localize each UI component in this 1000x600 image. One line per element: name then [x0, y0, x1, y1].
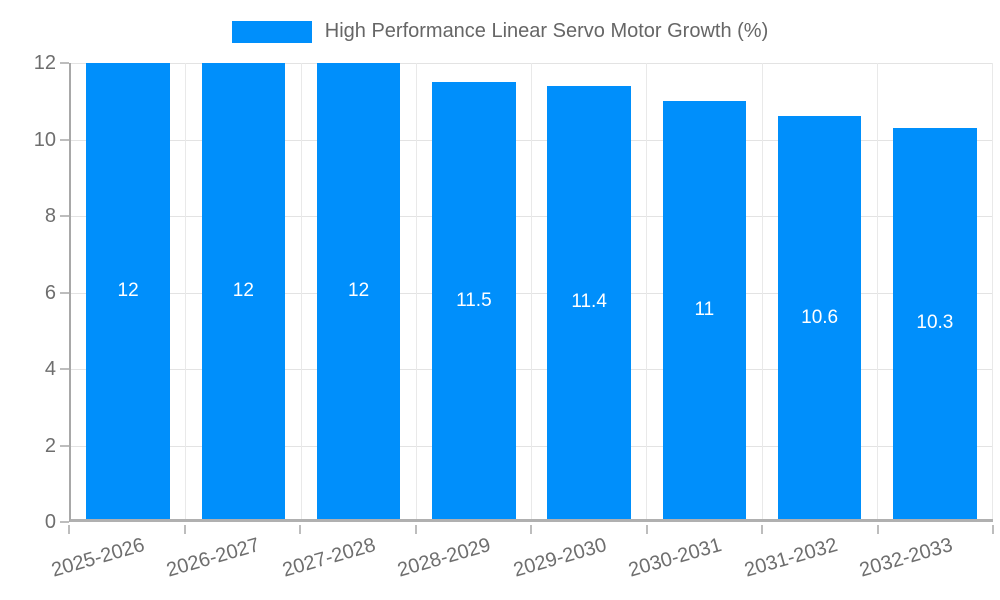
bar-slot: 10.6	[763, 63, 878, 519]
bar[interactable]: 10.6	[777, 116, 862, 519]
y-axis-tick-label: 4	[44, 358, 56, 380]
bar[interactable]: 10.3	[893, 127, 977, 519]
bar[interactable]: 12	[316, 63, 401, 519]
legend-swatch	[231, 20, 312, 43]
legend-label: High Performance Linear Servo Motor Grow…	[324, 20, 769, 42]
y-axis-tick-label: 6	[44, 281, 56, 304]
y-axis-tick-mark	[60, 444, 69, 447]
y-axis-tick-mark	[60, 62, 69, 64]
y-axis-tick-label: 12	[33, 52, 56, 74]
horizontal-gridline	[71, 216, 993, 217]
bar-slot: 12	[302, 63, 417, 519]
y-axis-tick-label: 8	[44, 205, 56, 227]
x-axis-tick-label: 2030-2031	[626, 534, 725, 582]
horizontal-gridline	[71, 445, 993, 447]
bar-value-label: 11.5	[456, 289, 492, 311]
horizontal-gridline	[71, 63, 993, 64]
bar-slot: 12	[186, 63, 302, 519]
x-axis-tick-label: 2032-2033	[857, 534, 956, 582]
x-axis-tick-mark	[299, 525, 301, 534]
x-axis-tick-mark	[645, 525, 648, 534]
y-axis-tick-mark	[60, 291, 69, 294]
x-axis-tick-mark	[530, 525, 532, 534]
x-axis-tick-label: 2026-2027	[164, 534, 263, 582]
x-axis-tick-label: 2029-2030	[510, 534, 609, 582]
x-axis-tick-mark	[414, 525, 417, 534]
x-axis-tick-label: 2028-2029	[395, 534, 494, 582]
horizontal-gridline	[71, 292, 993, 294]
bar-value-label: 12	[348, 280, 370, 301]
gridlines	[71, 63, 993, 519]
y-axis-tick-label: 10	[33, 128, 56, 151]
horizontal-gridline	[71, 369, 993, 370]
y-axis-tick-mark	[60, 138, 69, 141]
x-axis-tick-label: 2027-2028	[279, 534, 378, 582]
bar-slot: 11.5	[417, 63, 532, 519]
y-axis-tick-label: 0	[44, 511, 56, 533]
bar-value-label: 11.4	[571, 291, 607, 313]
x-axis-tick-label: 2025-2026	[48, 534, 147, 582]
bars: 12 12 12 11.5 11.4 11 10.6 10.3	[71, 63, 993, 519]
x-axis-tick-mark	[876, 525, 879, 534]
bar[interactable]: 11	[662, 101, 747, 519]
bar[interactable]: 11.4	[547, 85, 631, 519]
y-axis-tick-mark	[60, 521, 69, 523]
bar-slot: 12	[71, 63, 187, 519]
bar-value-label: 12	[117, 280, 139, 301]
x-axis-tick-label: 2031-2032	[741, 534, 840, 582]
plot-area: 12 12 12 11.5 11.4 11 10.6 10.3	[69, 63, 993, 522]
bar[interactable]: 11.5	[432, 82, 516, 519]
legend[interactable]: High Performance Linear Servo Motor Grow…	[0, 20, 1000, 43]
bar-slot: 11	[647, 63, 763, 519]
bar[interactable]: 12	[86, 63, 170, 519]
horizontal-gridline	[71, 139, 993, 141]
bar-slot: 11.4	[532, 63, 648, 519]
y-axis-tick-mark	[60, 368, 69, 370]
bar-value-label: 12	[232, 280, 254, 301]
x-axis-tick-mark	[992, 525, 994, 534]
y-axis-tick-label: 2	[44, 434, 56, 457]
x-axis-tick-mark	[183, 525, 186, 534]
bar-slot: 10.3	[878, 63, 993, 519]
bar-value-label: 10.3	[916, 312, 954, 334]
bar[interactable]: 12	[201, 63, 286, 519]
x-axis-tick-mark	[761, 525, 763, 534]
x-axis-tick-mark	[68, 525, 70, 534]
bar-value-label: 10.6	[801, 306, 839, 328]
y-axis-tick-mark	[60, 215, 69, 217]
bar-value-label: 11	[694, 299, 715, 320]
